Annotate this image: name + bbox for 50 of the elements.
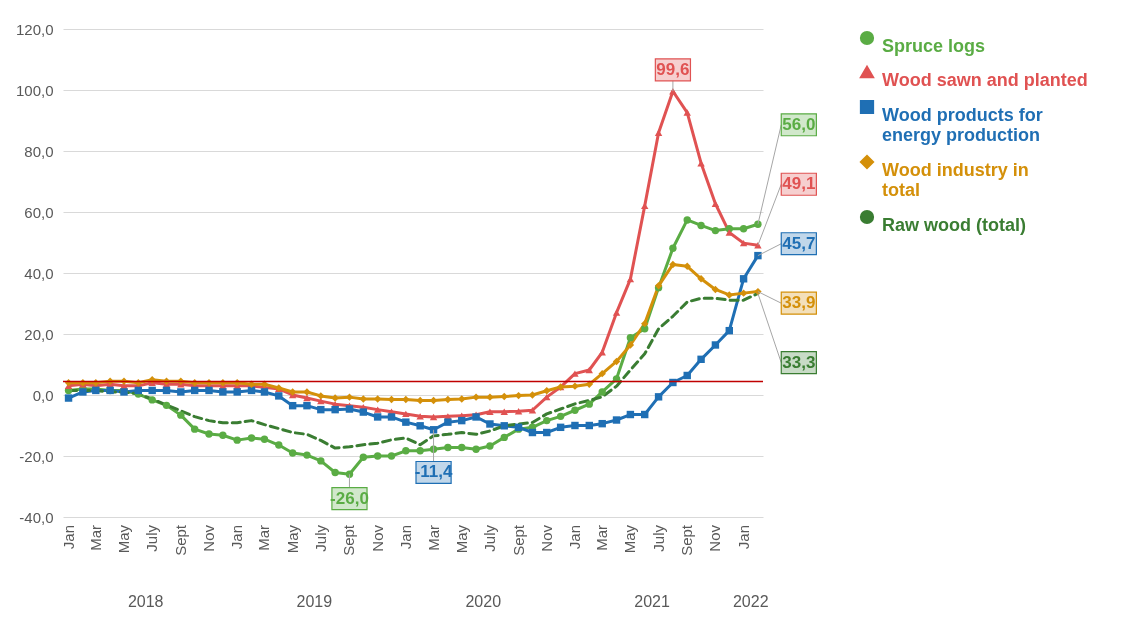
x-tick-label: Sept (509, 524, 527, 556)
data-label: 33,9 (782, 293, 816, 313)
x-tick-label: Jan (565, 525, 583, 550)
text: 2019 (296, 593, 333, 610)
x-tick-label: Nov (368, 524, 386, 552)
x-tick-label: Mar (424, 525, 442, 551)
x-tick-label: May (621, 524, 639, 554)
data-label: 99,6 (656, 59, 690, 79)
y-tick-label: -20,0 (19, 447, 54, 465)
legend-label: Wood sawn and planted (882, 70, 1088, 90)
x-tick-label: Nov (706, 524, 724, 552)
text: 2022 (732, 593, 769, 610)
y-tick-label: 80,0 (24, 142, 54, 160)
y-tick-label: 40,0 (24, 264, 54, 282)
x-tick-label: Mar (593, 525, 611, 551)
x-tick-label: Nov (537, 524, 555, 552)
x-tick-label: Sept (678, 524, 696, 556)
legend-label: Wood industry in total (882, 160, 1029, 200)
y-tick-label: -40,0 (19, 508, 54, 526)
x-tick-label: Sept (340, 524, 358, 556)
text: 2021 (634, 593, 671, 610)
x-tick-label: Mar (86, 525, 104, 551)
x-tick-label: Nov (200, 524, 218, 552)
x-tick-label: Jan (734, 525, 752, 550)
x-tick-label: May (452, 524, 470, 554)
x-tick-label: May (114, 524, 132, 554)
x-tick-label: July (480, 524, 498, 552)
x-tick-label: Jan (396, 525, 414, 550)
y-tick-label: 120,0 (15, 20, 54, 38)
x-tick-label: May (283, 524, 301, 554)
y-tick-label: 100,0 (15, 81, 54, 99)
data-label: 33,3 (782, 352, 816, 372)
x-tick-label: Jan (59, 525, 77, 550)
data-label: 45,7 (782, 233, 816, 253)
text: 2018 (127, 593, 164, 610)
x-tick-label: Jan (228, 525, 246, 550)
y-tick-label: 0,0 (32, 386, 54, 404)
x-tick-label: Sept (171, 524, 189, 556)
x-tick-label: July (311, 524, 329, 552)
x-tick-label: Mar (255, 525, 273, 551)
data-label: 49,1 (782, 174, 816, 194)
legend-label: Wood products for energy production (882, 105, 1043, 145)
data-label: 56,0 (782, 114, 816, 134)
text: 2020 (465, 593, 502, 610)
y-tick-label: 20,0 (24, 325, 54, 343)
legend-label: Spruce logs (882, 36, 986, 56)
x-tick-label: July (649, 524, 667, 552)
legend-label: Raw wood (total) (882, 215, 1026, 235)
y-tick-label: 60,0 (24, 203, 54, 221)
x-tick-label: July (143, 524, 161, 552)
